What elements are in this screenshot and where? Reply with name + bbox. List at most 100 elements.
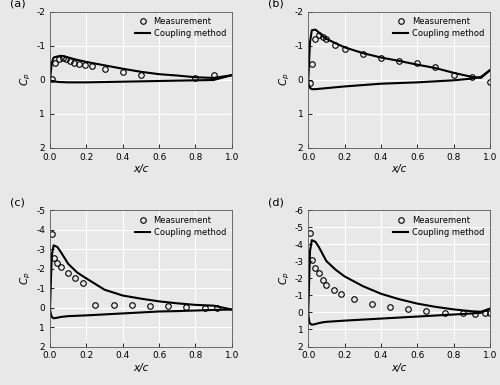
Coupling method: [156, 299, 162, 304]
Coupling method: [54, 54, 60, 59]
Measurement: [338, 292, 344, 296]
Coupling method: [49, 253, 55, 258]
Measurement: [482, 311, 488, 316]
Measurement: [202, 306, 207, 310]
Coupling method: [432, 66, 438, 70]
Coupling method: [316, 30, 322, 35]
Coupling method: [48, 278, 54, 283]
Coupling method: [469, 75, 475, 79]
Measurement: [49, 77, 55, 81]
X-axis label: x/c: x/c: [392, 164, 407, 174]
Measurement: [350, 297, 356, 301]
Coupling method: [487, 68, 493, 72]
Measurement: [324, 37, 330, 42]
Coupling method: [316, 245, 322, 250]
Measurement: [387, 305, 393, 309]
Coupling method: [49, 60, 55, 65]
Measurement: [312, 37, 318, 41]
Measurement: [450, 72, 456, 77]
Coupling method: [65, 55, 71, 60]
Coupling method: [320, 252, 326, 256]
Coupling method: [174, 301, 180, 306]
Measurement: [316, 271, 322, 276]
Measurement: [129, 303, 135, 308]
Measurement: [54, 261, 60, 265]
X-axis label: x/c: x/c: [133, 164, 148, 174]
Coupling method: [74, 270, 80, 275]
Coupling method: [102, 287, 107, 292]
Measurement: [147, 303, 153, 308]
Coupling method: [414, 301, 420, 306]
Coupling method: [320, 34, 326, 38]
Text: (b): (b): [268, 0, 284, 9]
Line: Measurement: Measurement: [307, 32, 493, 86]
Coupling method: [396, 59, 402, 63]
Legend: Measurement, Coupling method: Measurement, Coupling method: [392, 16, 486, 40]
Line: Measurement: Measurement: [307, 231, 493, 316]
Coupling method: [102, 63, 107, 68]
Coupling method: [84, 276, 89, 281]
Measurement: [307, 81, 313, 85]
Coupling method: [309, 238, 315, 243]
Measurement: [214, 306, 220, 310]
Measurement: [64, 57, 70, 62]
Measurement: [460, 311, 466, 316]
Legend: Measurement, Coupling method: Measurement, Coupling method: [134, 16, 228, 40]
Line: Coupling method: Coupling method: [50, 245, 232, 310]
Line: Measurement: Measurement: [49, 231, 220, 311]
Coupling method: [156, 72, 162, 77]
Coupling method: [50, 55, 56, 60]
X-axis label: x/c: x/c: [133, 363, 148, 373]
Coupling method: [378, 55, 384, 60]
Measurement: [110, 302, 116, 307]
Measurement: [309, 258, 315, 262]
Coupling method: [62, 54, 68, 59]
Legend: Measurement, Coupling method: Measurement, Coupling method: [392, 214, 486, 238]
Text: (d): (d): [268, 198, 284, 208]
Coupling method: [138, 296, 144, 301]
Measurement: [138, 72, 144, 77]
Y-axis label: $C_p$: $C_p$: [19, 73, 34, 86]
Measurement: [469, 75, 475, 79]
Measurement: [320, 35, 326, 39]
Coupling method: [312, 239, 318, 244]
Coupling method: [305, 311, 311, 316]
Y-axis label: $C_p$: $C_p$: [19, 272, 34, 285]
Measurement: [60, 55, 66, 60]
Coupling method: [229, 73, 235, 77]
Coupling method: [414, 62, 420, 67]
Measurement: [165, 304, 171, 308]
Coupling method: [74, 58, 80, 62]
Measurement: [50, 256, 56, 260]
Line: Coupling method: Coupling method: [308, 240, 490, 314]
Coupling method: [332, 267, 338, 272]
Measurement: [378, 55, 384, 60]
Y-axis label: $C_p$: $C_p$: [277, 272, 291, 285]
Coupling method: [487, 306, 493, 311]
Coupling method: [378, 291, 384, 296]
Measurement: [324, 283, 330, 287]
Measurement: [52, 60, 59, 65]
Measurement: [342, 47, 347, 51]
Measurement: [192, 76, 198, 80]
Measurement: [330, 288, 336, 292]
Measurement: [92, 303, 98, 308]
Measurement: [67, 59, 73, 63]
Text: (c): (c): [10, 198, 25, 208]
Coupling method: [138, 69, 144, 74]
Measurement: [80, 281, 86, 286]
Coupling method: [174, 73, 180, 78]
Coupling method: [47, 78, 53, 83]
Measurement: [102, 67, 107, 71]
Line: Measurement: Measurement: [49, 55, 216, 82]
Coupling method: [306, 59, 312, 63]
Coupling method: [210, 303, 216, 308]
Coupling method: [65, 261, 71, 266]
Coupling method: [309, 28, 315, 33]
Coupling method: [84, 60, 89, 64]
Coupling method: [324, 259, 330, 263]
Coupling method: [47, 307, 53, 311]
Text: (a): (a): [10, 0, 26, 9]
Coupling method: [192, 303, 198, 307]
Coupling method: [396, 297, 402, 301]
